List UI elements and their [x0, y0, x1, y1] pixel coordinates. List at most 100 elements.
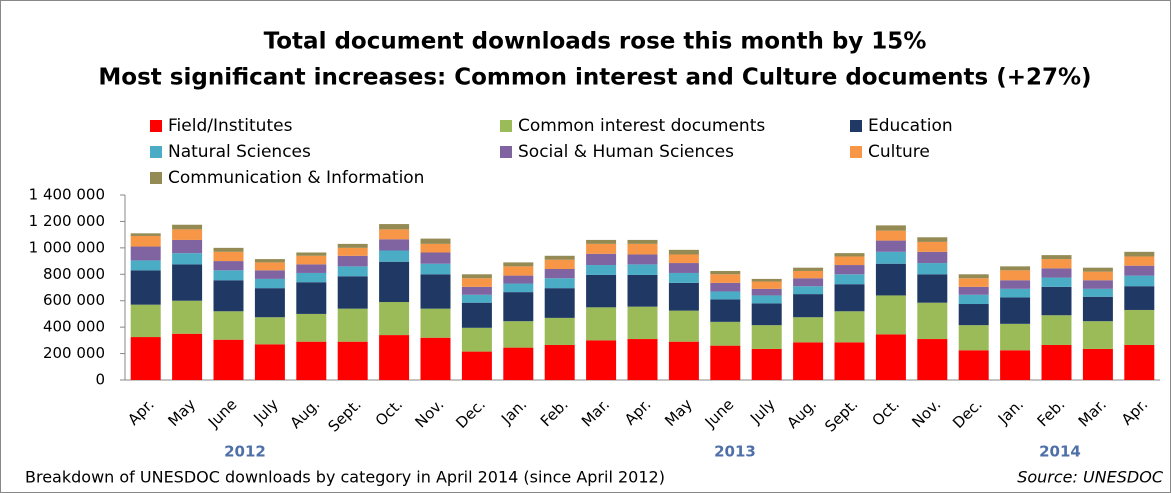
bar-segment: [337, 255, 368, 267]
bar-segment: [627, 239, 658, 244]
bar-segment: [793, 270, 824, 279]
bar-segment: [254, 278, 285, 289]
legend-label: Communication & Information: [168, 168, 424, 188]
bar-segment: [586, 265, 617, 275]
bar-segment: [337, 341, 368, 380]
bar-segment: [254, 270, 285, 279]
bar-segment: [917, 263, 948, 275]
bar-segment: [1000, 297, 1031, 324]
bar-segment: [296, 282, 327, 314]
bar-segment: [1000, 270, 1031, 281]
bar-segment: [958, 274, 989, 279]
bar-segment: [379, 335, 410, 380]
bar-segment: [337, 308, 368, 342]
bar-segment: [213, 247, 244, 252]
legend-label: Natural Sciences: [168, 142, 311, 162]
bar-segment: [254, 344, 285, 380]
bar-segment: [503, 262, 534, 267]
bar-segment: [793, 294, 824, 318]
bar-segment: [1082, 348, 1113, 380]
bar-segment: [1041, 286, 1072, 316]
bar-segment: [172, 333, 203, 380]
bar-segment: [793, 342, 824, 380]
legend-swatch: [150, 172, 162, 184]
legend-swatch: [150, 146, 162, 158]
year-label: 2014: [1039, 443, 1081, 461]
bar-segment: [627, 243, 658, 255]
bar-segment: [875, 251, 906, 264]
bar-segment: [834, 256, 865, 266]
bar-segment: [130, 246, 161, 261]
bar-segment: [172, 300, 203, 334]
bar-segment: [172, 224, 203, 230]
bar-segment: [586, 253, 617, 266]
bar-segment: [834, 311, 865, 343]
bar-segment: [379, 302, 410, 336]
bar-segment: [1000, 266, 1031, 271]
bar-segment: [710, 270, 741, 275]
bar-segment: [420, 238, 451, 244]
bar-segment: [379, 250, 410, 262]
legend-swatch: [500, 120, 512, 132]
bar-segment: [1082, 267, 1113, 272]
legend-label: Common interest documents: [518, 116, 765, 136]
bar-segment: [793, 278, 824, 287]
bar-segment: [710, 299, 741, 322]
bar-segment: [1000, 288, 1031, 298]
bar-segment: [1082, 271, 1113, 281]
bar-segment: [668, 282, 699, 311]
bar-segment: [875, 263, 906, 296]
bar-segment: [254, 317, 285, 345]
bar-segment: [834, 342, 865, 380]
chart-title: Total document downloads rose this month…: [264, 29, 927, 55]
bar-segment: [544, 278, 575, 289]
bar-segment: [1000, 350, 1031, 380]
caption: Breakdown of UNESDOC downloads by catego…: [25, 468, 665, 487]
bar-segment: [710, 291, 741, 300]
bar-segment: [503, 283, 534, 293]
bar-segment: [751, 288, 782, 296]
bar-segment: [544, 255, 575, 260]
year-label: 2012: [224, 443, 266, 461]
bar-segment: [1082, 296, 1113, 322]
bar-segment: [1124, 256, 1155, 266]
bar-segment: [627, 339, 658, 380]
bar-segment: [130, 260, 161, 271]
year-label: 2013: [714, 443, 756, 461]
bar-segment: [461, 286, 492, 295]
y-tick-label: 200 000: [43, 344, 105, 362]
bar-segment: [379, 239, 410, 251]
bar-segment: [668, 341, 699, 380]
bar-segment: [1041, 315, 1072, 345]
bar-segment: [254, 259, 285, 263]
bar-segment: [1124, 265, 1155, 276]
bar-segment: [503, 266, 534, 276]
bar-segment: [544, 259, 575, 269]
bar-segment: [420, 308, 451, 338]
bar-segment: [793, 267, 824, 271]
bar-segment: [461, 327, 492, 352]
bar-segment: [958, 304, 989, 326]
bar-segment: [544, 288, 575, 318]
chart-subtitle: Most significant increases: Common inter…: [98, 65, 1091, 91]
bar-segment: [958, 350, 989, 380]
bar-segment: [213, 251, 244, 262]
bar-segment: [1082, 288, 1113, 297]
bar-segment: [710, 345, 741, 380]
bar-segment: [875, 334, 906, 380]
y-tick-label: 400 000: [43, 318, 105, 336]
bar-segment: [793, 317, 824, 343]
bar-segment: [586, 239, 617, 244]
bar-segment: [213, 261, 244, 271]
bar-segment: [1000, 323, 1031, 351]
bar-segment: [503, 275, 534, 284]
bar-segment: [586, 274, 617, 308]
bar-segment: [586, 243, 617, 254]
legend-label: Culture: [868, 142, 930, 162]
bar-segment: [461, 278, 492, 287]
bar-segment: [254, 262, 285, 271]
bar-segment: [379, 261, 410, 303]
bar-segment: [213, 270, 244, 281]
bar-segment: [834, 253, 865, 257]
bar-segment: [1082, 280, 1113, 289]
